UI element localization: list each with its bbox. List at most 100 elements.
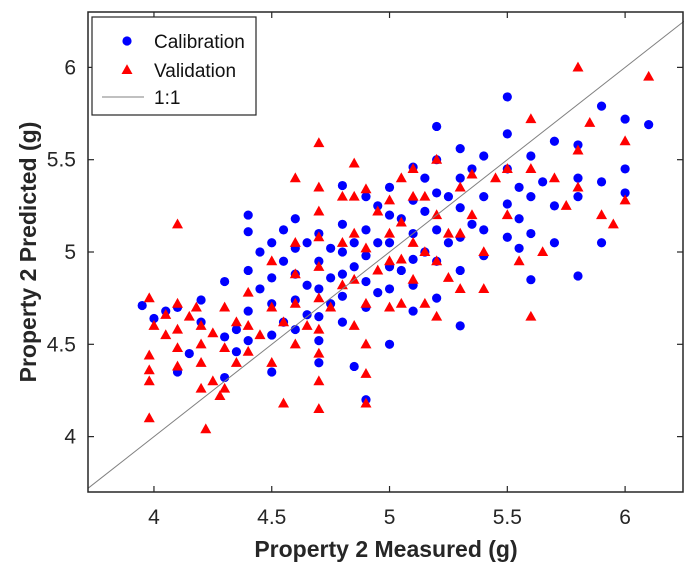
validation-point: [548, 172, 560, 183]
validation-point: [289, 268, 301, 279]
validation-point: [442, 227, 454, 238]
x-tick-label: 5: [384, 506, 396, 529]
validation-point: [419, 246, 431, 257]
calibration-point: [361, 192, 371, 202]
validation-point: [195, 382, 207, 393]
calibration-point: [455, 265, 465, 276]
calibration-point: [620, 114, 630, 124]
calibration-point: [455, 321, 465, 331]
legend-validation-marker: [121, 64, 133, 75]
calibration-point: [384, 339, 395, 349]
calibration-point: [467, 219, 477, 229]
calibration-point: [314, 284, 324, 294]
validation-point: [266, 301, 278, 312]
calibration-point: [231, 347, 242, 357]
validation-point: [242, 320, 254, 330]
calibration-point: [384, 238, 395, 248]
validation-point: [336, 190, 348, 201]
calibration-point: [596, 177, 607, 187]
points-layer: [137, 61, 655, 434]
calibration-point: [596, 101, 607, 111]
validation-point: [607, 218, 619, 229]
validation-point: [419, 190, 431, 201]
validation-point: [214, 390, 226, 401]
validation-point: [384, 194, 396, 205]
validation-point: [442, 272, 454, 282]
validation-point: [200, 423, 212, 434]
validation-point: [160, 329, 172, 340]
validation-point: [313, 347, 325, 358]
validation-point: [525, 163, 537, 173]
calibration-point: [420, 206, 430, 216]
calibration-point: [455, 203, 465, 213]
calibration-point: [514, 243, 524, 253]
calibration-point: [220, 332, 230, 342]
validation-point: [513, 255, 525, 266]
validation-point: [254, 329, 266, 340]
legend-calibration-label: Calibration: [154, 32, 245, 53]
validation-point: [230, 356, 242, 367]
validation-point: [360, 368, 372, 378]
validation-point: [195, 356, 207, 367]
validation-point: [478, 246, 490, 257]
calibration-point: [502, 232, 512, 242]
calibration-point: [361, 225, 371, 235]
calibration-point: [349, 361, 359, 372]
calibration-point: [326, 273, 336, 283]
validation-point: [172, 218, 184, 229]
calibration-point: [384, 210, 395, 220]
validation-point: [301, 320, 313, 330]
calibration-point: [502, 92, 512, 102]
calibration-point: [337, 247, 348, 257]
y-axis-tick-labels: 4 4.5 5 5.5 6: [47, 56, 77, 448]
validation-point: [384, 255, 396, 266]
validation-point: [143, 375, 155, 386]
calibration-point: [196, 295, 206, 305]
calibration-point: [255, 284, 265, 294]
calibration-point: [243, 336, 253, 346]
validation-point: [289, 236, 301, 247]
validation-point: [384, 301, 396, 312]
validation-point: [348, 320, 360, 330]
validation-point: [143, 292, 155, 303]
x-axis-label: Property 2 Measured (g): [254, 536, 517, 562]
validation-point: [478, 283, 490, 293]
calibration-point: [526, 151, 536, 161]
calibration-point: [337, 180, 348, 191]
calibration-point: [326, 243, 336, 253]
validation-point: [384, 227, 396, 238]
y-tick-label: 6: [64, 56, 76, 79]
calibration-point: [526, 228, 536, 239]
calibration-point: [514, 182, 524, 192]
validation-point: [466, 168, 478, 179]
calibration-point: [432, 121, 442, 132]
validation-point: [278, 397, 290, 408]
calibration-point: [373, 238, 383, 248]
validation-point: [207, 327, 219, 338]
calibration-point: [314, 336, 324, 346]
validation-point: [219, 382, 231, 393]
y-tick-label: 5.5: [47, 149, 76, 172]
validation-point: [219, 342, 231, 353]
calibration-point: [337, 269, 348, 279]
validation-point: [348, 227, 360, 238]
calibration-point: [137, 300, 147, 311]
validation-point: [419, 297, 431, 308]
validation-point: [160, 308, 172, 319]
validation-point: [242, 345, 254, 356]
validation-point: [348, 157, 360, 168]
calibration-point: [361, 251, 371, 261]
validation-point: [360, 242, 372, 253]
calibration-point: [526, 192, 536, 202]
calibration-point: [408, 254, 418, 264]
validation-point: [143, 364, 155, 375]
calibration-point: [573, 173, 583, 183]
calibration-point: [443, 192, 454, 202]
validation-point: [431, 153, 443, 164]
calibration-point: [184, 348, 194, 359]
validation-point: [325, 301, 337, 312]
validation-point: [395, 253, 407, 264]
calibration-point: [408, 306, 418, 316]
validation-point: [572, 144, 584, 155]
validation-point: [395, 216, 407, 227]
